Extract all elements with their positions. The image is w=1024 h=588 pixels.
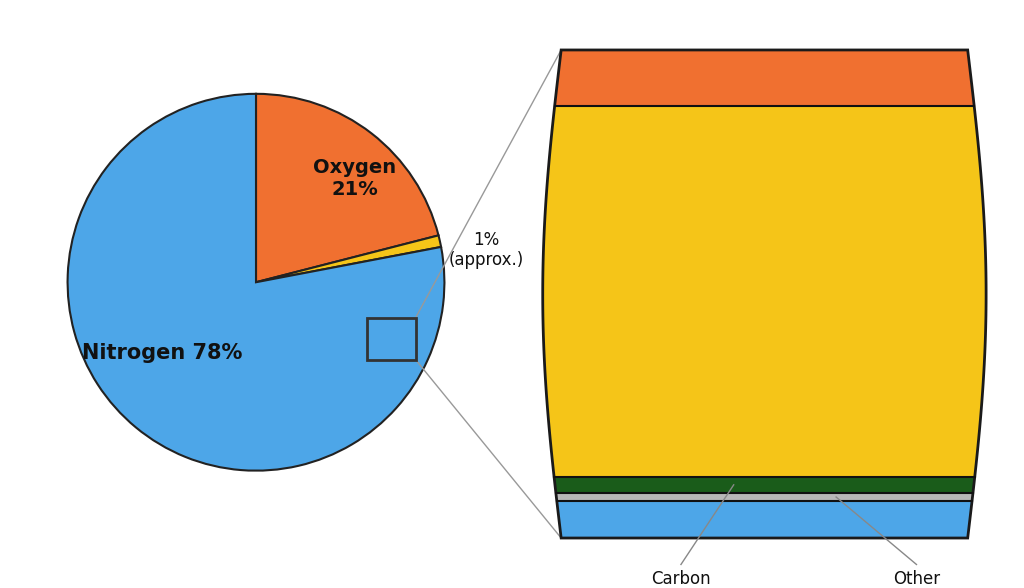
Text: Nitrogen 78%: Nitrogen 78% bbox=[82, 343, 242, 363]
Text: 1%
(approx.): 1% (approx.) bbox=[449, 230, 524, 269]
Text: Argon
0.93%: Argon 0.93% bbox=[723, 266, 806, 318]
Wedge shape bbox=[256, 235, 441, 282]
Text: Carbon
dioxide
0.035%: Carbon dioxide 0.035% bbox=[649, 570, 713, 588]
Wedge shape bbox=[68, 94, 444, 470]
Text: Oxygen
21%: Oxygen 21% bbox=[313, 158, 396, 199]
Text: Other
gases: Other gases bbox=[892, 570, 941, 588]
Wedge shape bbox=[256, 94, 438, 282]
